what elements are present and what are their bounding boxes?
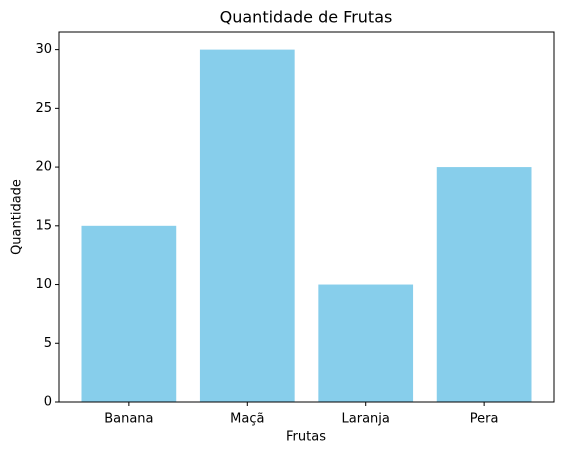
bar (436, 167, 532, 402)
plot-frame (58, 31, 555, 403)
x-tick-label: Maçã (230, 412, 264, 427)
x-tick-label: Laranja (342, 412, 390, 427)
y-tick-label: 0 (44, 395, 52, 410)
x-tick-label: Pera (470, 412, 499, 427)
y-axis-label: Quantidade (10, 179, 25, 255)
y-tick-label: 15 (35, 218, 52, 233)
y-tick-label: 20 (35, 160, 52, 175)
y-tick-label: 5 (44, 336, 52, 351)
bar (318, 284, 414, 402)
y-tick-label: 25 (35, 101, 52, 116)
x-tick-label: Banana (104, 412, 153, 427)
chart-title: Quantidade de Frutas (220, 8, 393, 27)
x-axis-label: Frutas (286, 430, 326, 445)
bar (199, 49, 295, 402)
bar (81, 225, 177, 402)
y-tick-label: 10 (35, 277, 52, 292)
y-tick-label: 30 (35, 42, 52, 57)
